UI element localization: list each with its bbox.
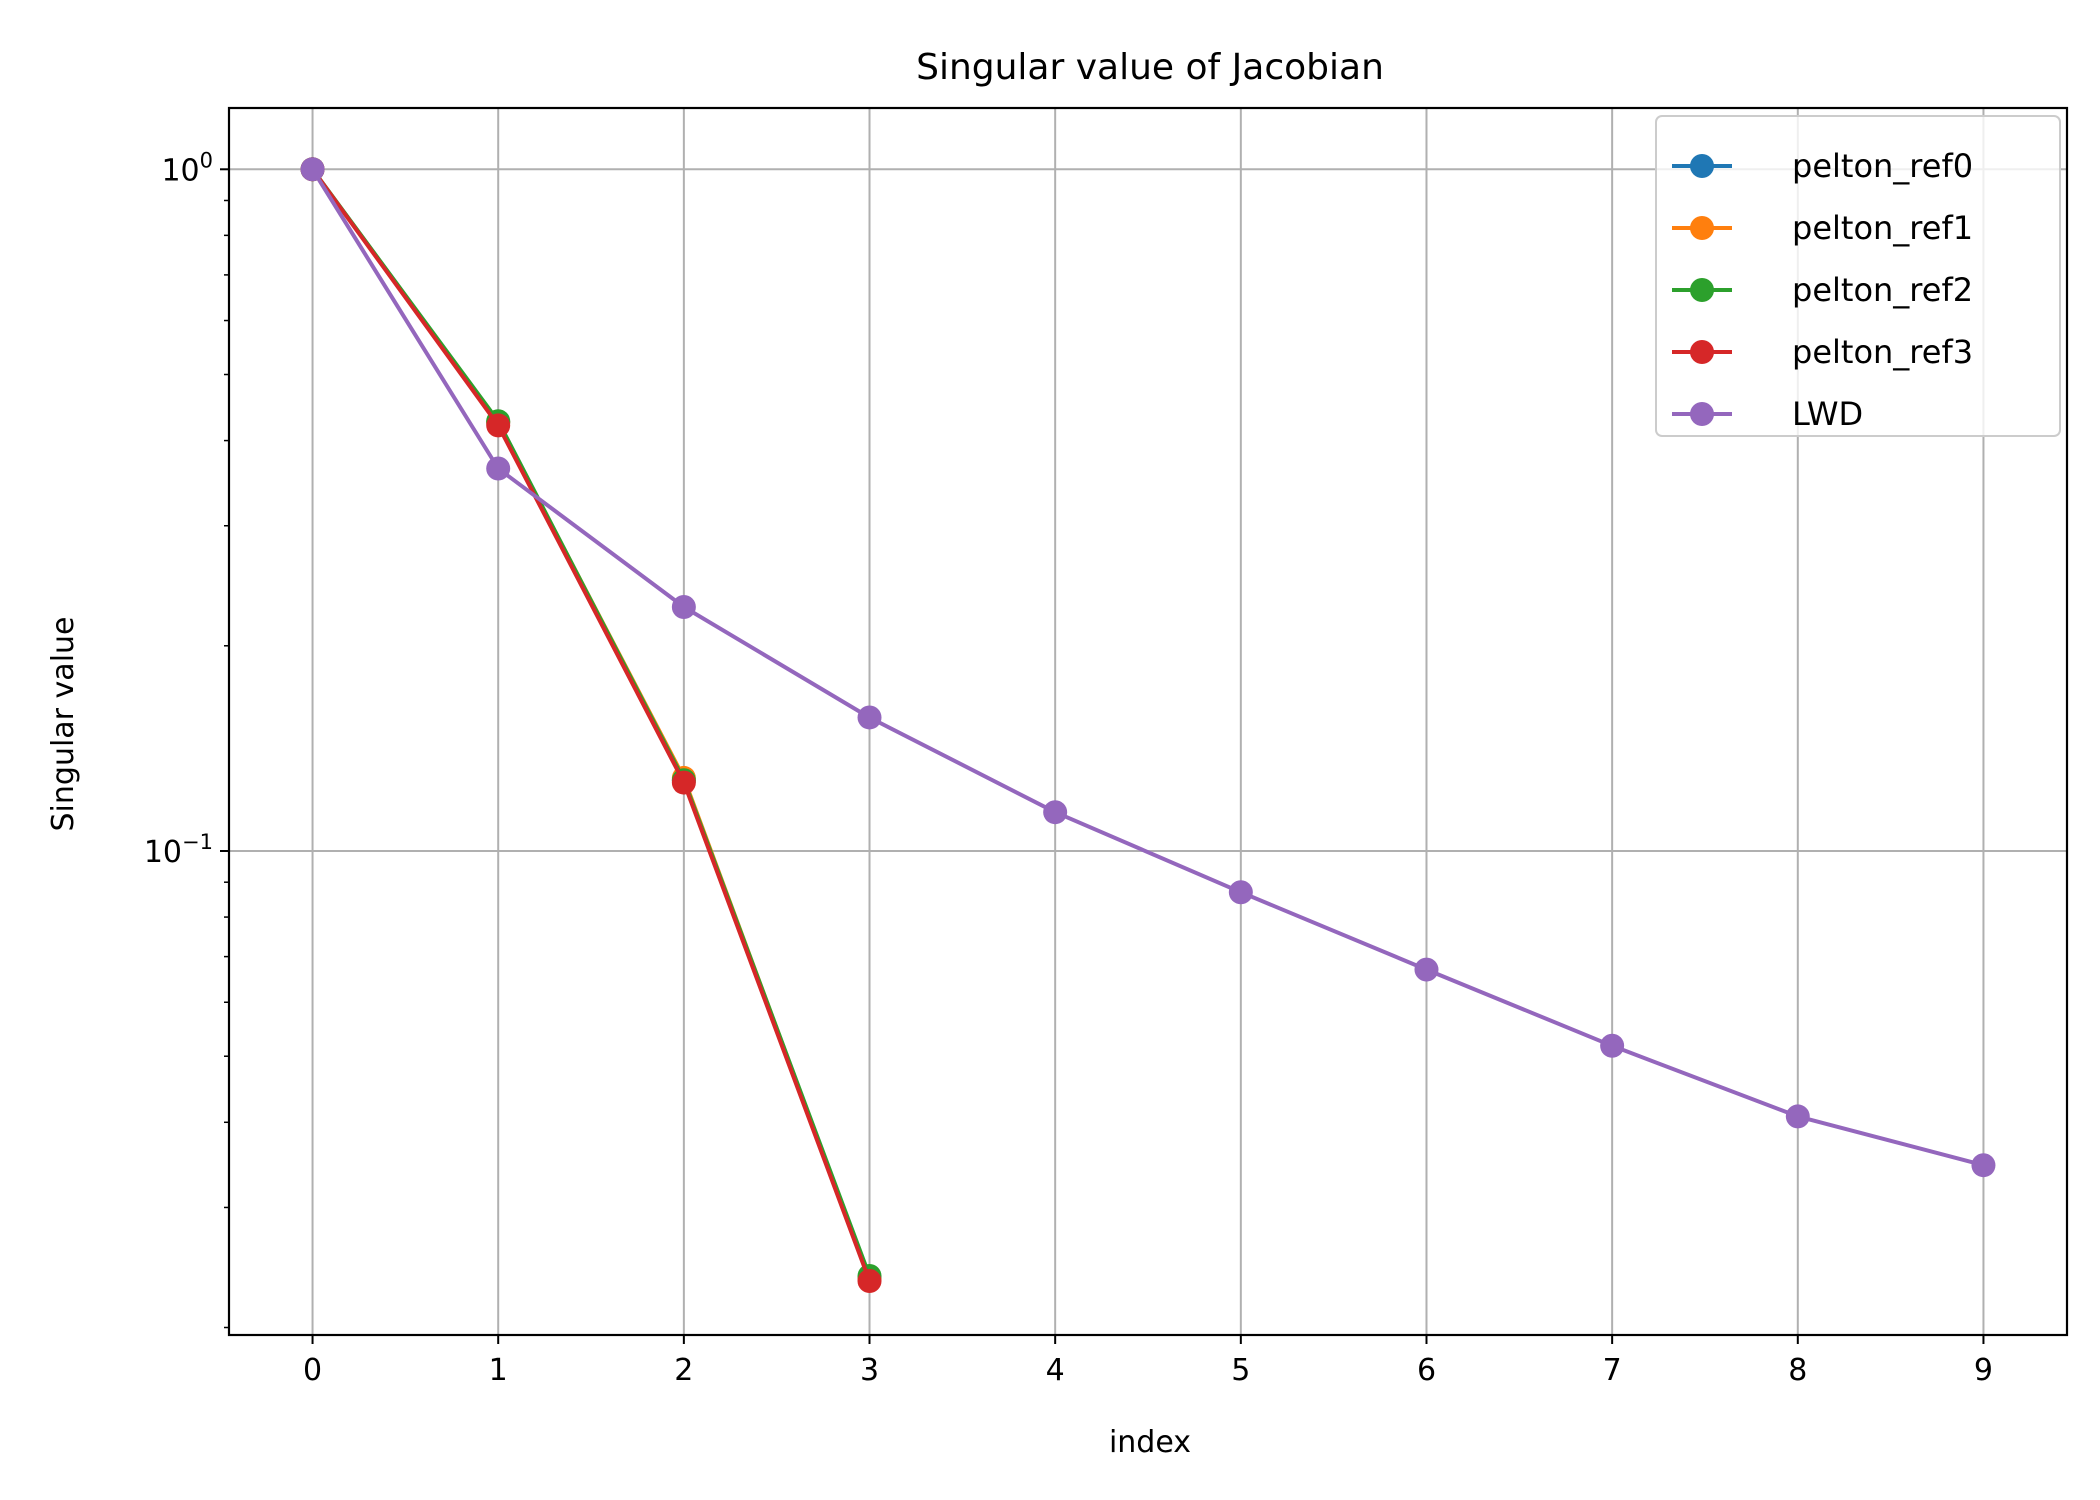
legend-box bbox=[1655, 115, 2061, 437]
series-layer bbox=[300, 157, 1996, 1294]
data-point-LWD bbox=[857, 705, 882, 730]
x-tick-label: 6 bbox=[1417, 1353, 1436, 1388]
legend-label: pelton_ref1 bbox=[1792, 209, 1973, 247]
y-tick-label: 100 bbox=[161, 148, 213, 188]
legend-label: pelton_ref2 bbox=[1792, 271, 1973, 309]
data-point-pelton_ref3 bbox=[671, 770, 696, 795]
data-point-LWD bbox=[300, 157, 325, 182]
legend: pelton_ref0 pelton_ref1 pelton_ref2 pelton_… bbox=[1655, 115, 2061, 437]
x-tick-label: 8 bbox=[1788, 1353, 1807, 1388]
data-point-pelton_ref3 bbox=[857, 1269, 882, 1294]
x-tick-label: 5 bbox=[1231, 1353, 1250, 1388]
data-point-LWD bbox=[486, 456, 511, 481]
x-axis: 0 1 2 3 4 5 6 7 8 9 bbox=[303, 1335, 1993, 1388]
y-tick-label-exponent: −1 bbox=[182, 830, 213, 854]
legend-swatch-marker bbox=[1690, 278, 1714, 302]
data-point-LWD bbox=[1414, 957, 1439, 982]
data-point-LWD bbox=[1971, 1153, 1996, 1178]
legend-label: pelton_ref0 bbox=[1792, 147, 1973, 185]
y-tick-label: 10−1 bbox=[144, 830, 213, 870]
data-point-LWD bbox=[1043, 800, 1068, 825]
x-tick-label: 2 bbox=[674, 1353, 693, 1388]
x-tick-label: 9 bbox=[1974, 1353, 1993, 1388]
x-tick-label: 7 bbox=[1603, 1353, 1622, 1388]
x-axis-label: index bbox=[1109, 1425, 1191, 1460]
data-point-LWD bbox=[1228, 880, 1253, 905]
data-point-LWD bbox=[1600, 1033, 1625, 1058]
y-tick-label-exponent: 0 bbox=[200, 148, 213, 172]
data-point-LWD bbox=[1785, 1104, 1810, 1129]
legend-swatch-marker bbox=[1690, 340, 1714, 364]
chart-title: Singular value of Jacobian bbox=[916, 47, 1384, 88]
legend-swatch-marker bbox=[1690, 154, 1714, 178]
y-tick-label-base: 10 bbox=[161, 153, 199, 188]
legend-label: pelton_ref3 bbox=[1792, 333, 1973, 371]
legend-label: LWD bbox=[1792, 395, 1863, 433]
plot-frame bbox=[227, 106, 2069, 1337]
x-tick-label: 1 bbox=[489, 1353, 508, 1388]
series-line-LWD bbox=[310, 168, 1985, 1168]
data-point-pelton_ref3 bbox=[486, 413, 511, 438]
data-point-LWD bbox=[671, 594, 696, 619]
y-axis-label: Singular value bbox=[46, 617, 81, 832]
x-tick-label: 3 bbox=[860, 1353, 879, 1388]
x-tick-label: 4 bbox=[1046, 1353, 1065, 1388]
y-tick-label-base: 10 bbox=[144, 835, 182, 870]
legend-swatch-marker bbox=[1690, 216, 1714, 240]
legend-swatch-marker bbox=[1690, 402, 1714, 426]
series-line-pelton_ref3 bbox=[310, 168, 872, 1282]
x-tick-label: 0 bbox=[303, 1353, 322, 1388]
